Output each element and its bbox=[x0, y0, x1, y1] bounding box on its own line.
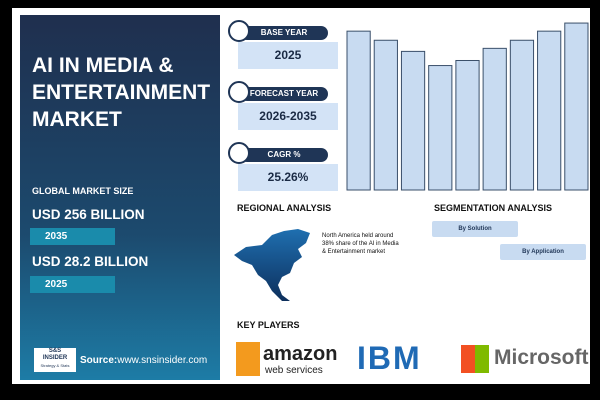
size-value: USD 256 BILLION bbox=[32, 207, 145, 222]
stat-label: FORECAST YEAR bbox=[240, 87, 328, 101]
stat-value: 2025 bbox=[238, 42, 338, 69]
bar bbox=[482, 47, 507, 191]
logo-text: INSIDER bbox=[42, 355, 68, 361]
stat-icon bbox=[228, 20, 250, 42]
source-label: Source: bbox=[80, 355, 118, 366]
bar bbox=[509, 39, 535, 191]
bar bbox=[455, 59, 480, 191]
bar bbox=[373, 39, 398, 191]
map bbox=[234, 229, 310, 301]
bar bbox=[537, 30, 562, 191]
regional-text: North America held around 38% share of t… bbox=[322, 233, 399, 255]
title: AI IN MEDIA & ENTERTAINMENT MARKET bbox=[32, 54, 211, 131]
stat-icon bbox=[228, 142, 250, 164]
stat-label: BASE YEAR bbox=[240, 26, 328, 40]
logo-text: Strategy & Stats bbox=[40, 363, 70, 368]
section-title: SEGMENTATION ANALYSIS bbox=[434, 203, 553, 213]
segment: By Application bbox=[500, 244, 586, 260]
bar bbox=[564, 22, 589, 191]
bar bbox=[428, 65, 453, 191]
stat-label: CAGR % bbox=[240, 148, 328, 162]
size-year: 2035 bbox=[30, 228, 115, 245]
market-size-label: GLOBAL MARKET SIZE bbox=[32, 186, 134, 196]
section-title: REGIONAL ANALYSIS bbox=[237, 203, 332, 213]
bar bbox=[400, 50, 426, 191]
size-year: 2025 bbox=[30, 276, 115, 293]
bar bbox=[346, 30, 371, 191]
company: amazon bbox=[263, 343, 338, 365]
aws-icon bbox=[236, 342, 260, 376]
north-america bbox=[234, 229, 310, 301]
ms-icon bbox=[461, 345, 489, 373]
left-panel bbox=[20, 15, 220, 380]
bar-chart bbox=[346, 22, 589, 191]
stat-value: 2026-2035 bbox=[238, 103, 338, 130]
source-url: www.snsinsider.com bbox=[117, 355, 208, 366]
company: Microsoft bbox=[494, 346, 589, 369]
stat-value: 25.26% bbox=[238, 164, 338, 191]
size-value: USD 28.2 BILLION bbox=[32, 254, 149, 269]
company-sub: web services bbox=[265, 365, 323, 376]
section-title: KEY PLAYERS bbox=[237, 320, 300, 330]
stat-icon bbox=[228, 81, 250, 103]
logo-text: S&S bbox=[48, 348, 62, 354]
source: Source:www.snsinsider.com bbox=[80, 355, 207, 366]
company: IBM bbox=[357, 340, 422, 376]
logo: S&S INSIDER Strategy & Stats bbox=[34, 348, 76, 372]
segment: By Solution bbox=[432, 221, 518, 237]
